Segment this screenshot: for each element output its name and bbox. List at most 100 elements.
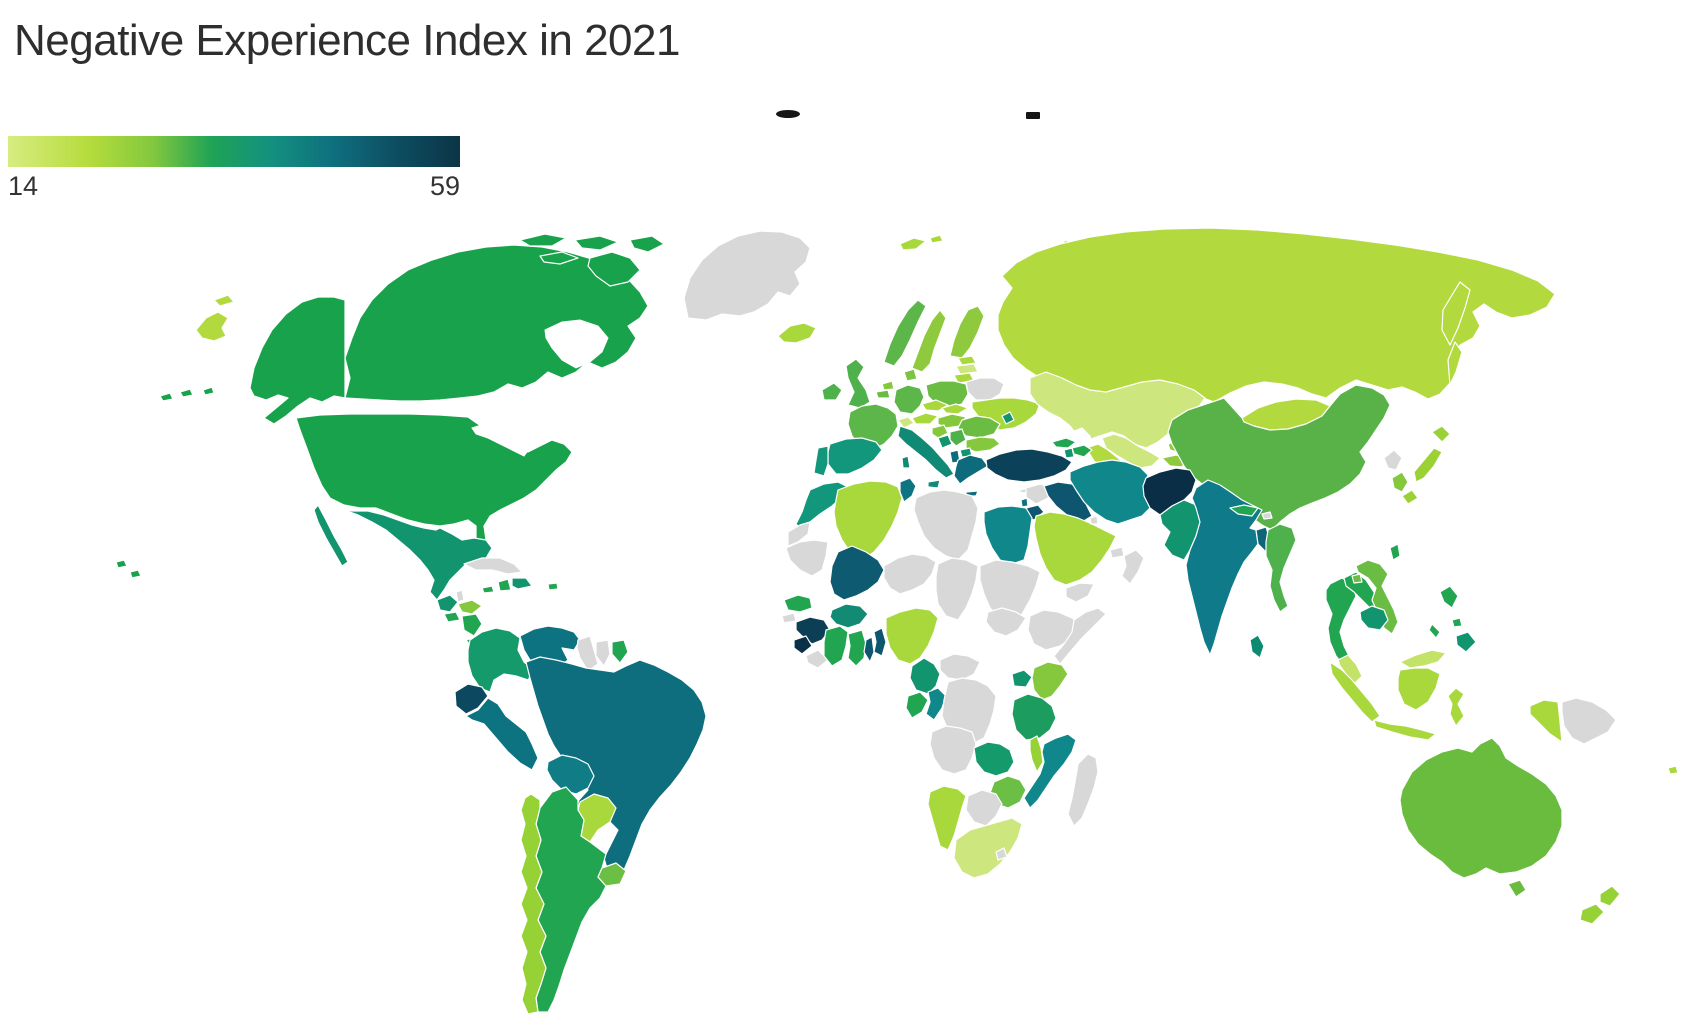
country-mauritania[interactable] xyxy=(785,539,829,577)
country-sudan[interactable] xyxy=(979,559,1041,625)
country-paraguay[interactable] xyxy=(577,793,617,843)
country-liberia[interactable] xyxy=(805,649,829,669)
country-slovakia[interactable] xyxy=(941,403,969,415)
country-egypt[interactable] xyxy=(983,505,1033,565)
country-philippines-mindanao[interactable] xyxy=(1455,631,1477,653)
country-denmark[interactable] xyxy=(903,368,918,382)
country-tanzania[interactable] xyxy=(1011,693,1057,741)
country-honduras[interactable] xyxy=(457,599,483,615)
country-iceland[interactable] xyxy=(777,322,817,344)
country-australia[interactable] xyxy=(1399,737,1563,879)
country-chad[interactable] xyxy=(935,557,979,621)
country-philippines-palawan[interactable] xyxy=(1428,623,1441,639)
country-south-africa[interactable] xyxy=(953,817,1023,879)
country-uzbekistan[interactable] xyxy=(1101,433,1161,469)
country-yemen[interactable] xyxy=(1065,582,1095,603)
country-austria[interactable] xyxy=(911,412,939,425)
country-uae[interactable] xyxy=(1109,546,1125,559)
country-indonesia-sumatra[interactable] xyxy=(1329,661,1381,723)
country-germany[interactable] xyxy=(893,384,925,415)
country-armenia[interactable] xyxy=(1063,447,1075,459)
country-malaysia[interactable] xyxy=(1337,654,1363,685)
country-hawaii-1[interactable] xyxy=(115,559,128,569)
country-greenland[interactable] xyxy=(683,230,811,321)
country-norway[interactable] xyxy=(883,299,927,367)
country-aleutians-3[interactable] xyxy=(202,386,215,396)
country-united-kingdom[interactable] xyxy=(845,358,871,409)
country-french-guiana[interactable] xyxy=(611,639,629,664)
country-new-zealand-south[interactable] xyxy=(1579,903,1605,925)
country-belgium[interactable] xyxy=(875,389,891,399)
country-guinea-bissau[interactable] xyxy=(781,612,797,624)
country-malaysia-borneo[interactable] xyxy=(1399,649,1447,669)
country-turkey[interactable] xyxy=(985,448,1073,483)
country-north-korea[interactable] xyxy=(1383,449,1403,471)
country-congo[interactable] xyxy=(925,687,947,721)
country-latvia[interactable] xyxy=(955,363,979,375)
country-russia[interactable] xyxy=(997,227,1556,403)
country-south-sudan[interactable] xyxy=(985,607,1027,637)
country-papua-new-guinea[interactable] xyxy=(1561,697,1617,745)
country-aleutians-1[interactable] xyxy=(159,392,174,402)
country-angola[interactable] xyxy=(929,725,977,775)
country-fiji[interactable] xyxy=(1667,765,1679,775)
country-sierra-leone[interactable] xyxy=(793,635,813,655)
country-svalbard[interactable] xyxy=(899,237,927,251)
country-south-korea[interactable] xyxy=(1391,471,1409,493)
country-nigeria[interactable] xyxy=(885,607,939,665)
country-indonesia-sulawesi[interactable] xyxy=(1447,687,1465,727)
country-nepal[interactable] xyxy=(1229,504,1259,517)
country-central-african-republic[interactable] xyxy=(939,653,981,681)
country-sicily[interactable] xyxy=(927,479,941,489)
country-taiwan[interactable] xyxy=(1389,543,1401,561)
country-namibia[interactable] xyxy=(927,785,967,851)
country-finland[interactable] xyxy=(949,305,985,359)
country-greece[interactable] xyxy=(953,454,989,485)
country-lesotho[interactable] xyxy=(995,847,1008,861)
country-uruguay[interactable] xyxy=(597,862,627,887)
country-guatemala[interactable] xyxy=(436,594,459,613)
country-peru[interactable] xyxy=(465,697,539,771)
country-estonia[interactable] xyxy=(957,355,977,366)
country-jamaica[interactable] xyxy=(481,585,495,594)
country-mozambique[interactable] xyxy=(1023,733,1077,809)
country-georgia[interactable] xyxy=(1051,437,1077,449)
country-sakhalin[interactable] xyxy=(1447,341,1463,386)
country-algeria[interactable] xyxy=(833,480,903,561)
country-philippines-luzon[interactable] xyxy=(1439,585,1459,609)
country-aleutians-2[interactable] xyxy=(179,388,194,398)
country-kenya[interactable] xyxy=(1031,661,1069,701)
country-sweden[interactable] xyxy=(911,309,947,373)
country-vietnam[interactable] xyxy=(1355,559,1399,635)
country-haiti[interactable] xyxy=(497,578,512,592)
country-belize[interactable] xyxy=(455,589,465,603)
country-serbia[interactable] xyxy=(949,428,967,447)
country-guyana[interactable] xyxy=(576,635,599,672)
country-mexico-baja[interactable] xyxy=(313,504,349,567)
country-niger[interactable] xyxy=(883,553,937,595)
country-japan-honshu[interactable] xyxy=(1413,447,1443,483)
country-bhutan[interactable] xyxy=(1261,511,1273,520)
country-sardinia[interactable] xyxy=(901,455,911,469)
country-canada-arctic-1[interactable] xyxy=(519,233,567,247)
country-netherlands[interactable] xyxy=(881,380,895,391)
country-japan-kyushu[interactable] xyxy=(1401,489,1419,505)
country-tasmania[interactable] xyxy=(1507,879,1527,898)
country-kuwait[interactable] xyxy=(1089,515,1099,525)
country-hainan[interactable] xyxy=(1351,573,1363,584)
country-belarus[interactable] xyxy=(965,377,1005,401)
country-canada-arctic-3[interactable] xyxy=(539,251,579,265)
country-spain[interactable] xyxy=(827,437,883,475)
country-benin[interactable] xyxy=(873,627,887,657)
country-thailand[interactable] xyxy=(1325,577,1357,667)
country-indonesia-java[interactable] xyxy=(1373,719,1437,741)
country-senegal[interactable] xyxy=(783,594,813,613)
country-uganda[interactable] xyxy=(1011,669,1033,688)
country-chile[interactable] xyxy=(520,793,547,1015)
country-libya[interactable] xyxy=(913,489,979,561)
country-india[interactable] xyxy=(1185,479,1263,656)
country-russia-chukotka-sliver[interactable] xyxy=(213,294,235,307)
country-botswana[interactable] xyxy=(965,789,1003,827)
country-kamchatka[interactable] xyxy=(1441,281,1471,346)
country-svalbard-2[interactable] xyxy=(929,234,944,244)
